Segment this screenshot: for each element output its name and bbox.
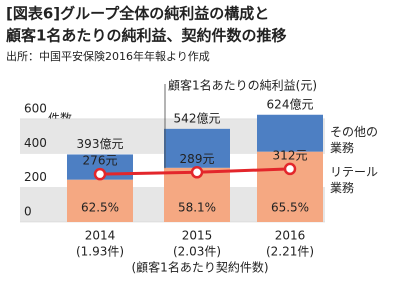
bar-segment xyxy=(164,128,230,168)
y-tick-label: 0 xyxy=(24,205,32,219)
value-label: 542億元 xyxy=(174,111,221,125)
line-point xyxy=(283,162,297,176)
legend-label: 顧客1名あたりの純利益(元) xyxy=(168,78,317,93)
x-tick-sublabel: (2.03件) xyxy=(173,245,221,259)
value-label: 58.1% xyxy=(178,201,216,215)
value-label: 393億元 xyxy=(77,137,124,151)
y-tick-label: 200 xyxy=(24,170,47,184)
y-tick-label: 400 xyxy=(24,136,47,150)
line-point xyxy=(190,166,204,179)
line-point xyxy=(93,167,107,181)
value-label: 62.5% xyxy=(81,201,119,215)
bar-segment xyxy=(257,114,323,152)
value-label: 289元 xyxy=(180,152,215,166)
chart-subtitle: 出所：中国平安保険2016年年報より作成 xyxy=(6,49,210,63)
bar-segment xyxy=(67,179,133,222)
x-tick-sublabel: (2.21件) xyxy=(266,245,314,259)
legend-label: リテール業務 xyxy=(330,165,378,195)
chart-title: [図表6]グループ全体の純利益の構成と xyxy=(6,5,269,23)
x-tick-label: 2014 xyxy=(85,229,116,243)
value-label: 624億元 xyxy=(267,97,314,111)
x-tick-sublabel: (1.93件) xyxy=(76,245,124,259)
legend-label: その他の業務 xyxy=(330,125,378,155)
x-tick-label: 2015 xyxy=(182,229,213,243)
x-axis-label: (顧客1名あたり契約件数) xyxy=(132,260,269,275)
x-tick-label: 2016 xyxy=(275,229,306,243)
value-label: 276元 xyxy=(83,154,118,168)
y-tick-label: 600 xyxy=(24,101,47,115)
value-label: 312元 xyxy=(273,148,308,162)
chart-title: 顧客1名あたりの純利益、契約件数の推移 xyxy=(6,27,286,45)
value-label: 65.5% xyxy=(271,201,309,215)
